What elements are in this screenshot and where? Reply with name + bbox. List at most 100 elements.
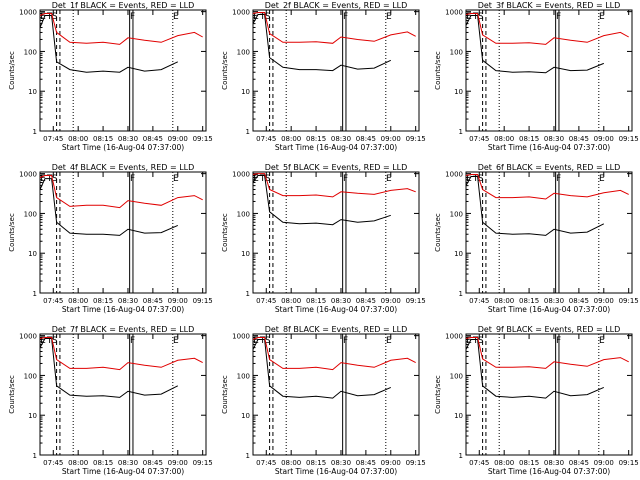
event-marker-label: E: [386, 336, 392, 346]
series-line-events: [39, 338, 179, 398]
y-tick-label: 1000: [232, 9, 250, 17]
x-tick-label: 09:15: [406, 297, 426, 305]
x-tick-label: 09:15: [193, 135, 213, 143]
event-marker-label: E: [466, 12, 472, 22]
event-marker-label: E: [599, 12, 605, 22]
y-tick-label: 1: [246, 290, 250, 298]
y-tick-label: 100: [24, 372, 37, 380]
x-tick-label: 08:00: [494, 135, 514, 143]
panel-4: Det_4f BLACK = Events, RED = LLD 1 10 100 10…: [8, 163, 213, 314]
series-line-events: [39, 15, 179, 73]
plot-frame: [465, 9, 633, 132]
event-marker-label: T: [472, 12, 479, 22]
x-tick-label: 09:15: [193, 459, 213, 467]
x-tick-label: 09:00: [381, 459, 401, 467]
x-tick-label: 08:45: [143, 297, 163, 305]
event-marker-label: F: [130, 12, 135, 22]
panel-title: Det_7f BLACK = Events, RED = LLD: [52, 325, 195, 334]
panel-title: Det_4f BLACK = Events, RED = LLD: [52, 163, 195, 172]
plot-frame: [465, 171, 633, 294]
x-tick-label: 08:30: [331, 297, 351, 305]
y-axis-label: Counts/sec: [434, 213, 442, 252]
x-tick-label: 08:15: [93, 297, 113, 305]
x-tick-label: 08:45: [143, 459, 163, 467]
event-marker-label: E: [599, 336, 605, 346]
event-marker-label: T: [46, 12, 53, 22]
series-line-events: [39, 178, 178, 236]
x-tick-label: 07:45: [469, 459, 489, 467]
x-tick-label: 08:00: [494, 459, 514, 467]
event-marker-label: F: [130, 174, 135, 184]
x-tick-label: 07:45: [256, 297, 276, 305]
y-tick-label: 10: [28, 88, 37, 96]
series-line-lld: [39, 337, 203, 371]
x-tick-label: 08:30: [331, 135, 351, 143]
y-tick-label: 100: [450, 210, 463, 218]
x-tick-label: 08:30: [118, 459, 138, 467]
x-tick-label: 09:15: [406, 459, 426, 467]
y-axis-label: Counts/sec: [8, 213, 16, 252]
event-marker-label: S: [52, 12, 58, 22]
plot-frame: [465, 333, 633, 456]
plot-frame: [39, 333, 207, 456]
x-tick-label: 08:00: [494, 297, 514, 305]
panel-title: Det_8f BLACK = Events, RED = LLD: [265, 325, 408, 334]
x-tick-label: 08:00: [281, 135, 301, 143]
panel-title: Det_6f BLACK = Events, RED = LLD: [478, 163, 621, 172]
event-marker-label: E: [40, 12, 46, 22]
panel-5: Det_5f BLACK = Events, RED = LLD 1 10 100 10…: [221, 163, 426, 314]
x-tick-label: 09:00: [168, 135, 188, 143]
plot-frame: [39, 9, 207, 132]
x-tick-label: 08:45: [356, 297, 376, 305]
plot-frame: [252, 9, 420, 132]
event-marker-label: T: [472, 174, 479, 184]
y-tick-label: 1000: [19, 333, 37, 341]
y-tick-label: 100: [450, 372, 463, 380]
y-tick-label: 1: [33, 128, 37, 136]
event-marker-label: S: [52, 174, 58, 184]
panel-8: Det_8f BLACK = Events, RED = LLD 1 10 100 10…: [221, 325, 426, 476]
y-tick-label: 1: [33, 290, 37, 298]
x-tick-label: 08:30: [118, 135, 138, 143]
y-axis-label: Counts/sec: [221, 51, 229, 90]
x-tick-label: 08:45: [356, 459, 376, 467]
y-tick-label: 1000: [19, 9, 37, 17]
y-tick-label: 10: [454, 250, 463, 258]
x-tick-label: 08:30: [118, 297, 138, 305]
x-tick-label: 08:15: [306, 459, 326, 467]
event-marker-label: S: [52, 336, 58, 346]
series-line-events: [252, 14, 392, 72]
x-tick-label: 08:30: [331, 459, 351, 467]
event-marker-label: F: [343, 12, 348, 22]
x-tick-label: 08:45: [356, 135, 376, 143]
series-line-events: [252, 339, 391, 399]
x-tick-label: 08:30: [544, 459, 564, 467]
x-axis-label: Start Time (16-Aug-04 07:37:00): [488, 143, 610, 152]
y-tick-label: 100: [450, 48, 463, 56]
x-tick-label: 09:15: [619, 135, 639, 143]
x-tick-label: 07:45: [469, 297, 489, 305]
x-axis-label: Start Time (16-Aug-04 07:37:00): [275, 467, 397, 476]
panel-3: Det_3f BLACK = Events, RED = LLD 1 10 100 10…: [434, 1, 639, 152]
y-tick-label: 10: [241, 88, 250, 96]
event-marker-label: E: [173, 174, 179, 184]
event-marker-label: S: [478, 12, 484, 22]
series-line-lld: [465, 174, 629, 200]
y-tick-label: 1000: [19, 171, 37, 179]
y-tick-label: 10: [454, 412, 463, 420]
event-marker-label: T: [472, 336, 479, 346]
plot-frame: [39, 171, 207, 294]
x-axis-label: Start Time (16-Aug-04 07:37:00): [62, 467, 184, 476]
panel-6: Det_6f BLACK = Events, RED = LLD 1 10 100 10…: [434, 163, 639, 314]
event-marker-label: T: [46, 336, 53, 346]
series-line-lld: [39, 13, 203, 45]
x-tick-label: 09:15: [406, 135, 426, 143]
x-tick-label: 08:00: [68, 135, 88, 143]
x-tick-label: 08:00: [68, 297, 88, 305]
y-tick-label: 100: [237, 48, 250, 56]
series-line-lld: [252, 173, 416, 198]
series-line-lld: [465, 13, 629, 45]
event-marker-label: E: [386, 174, 392, 184]
series-line-events: [465, 339, 604, 399]
